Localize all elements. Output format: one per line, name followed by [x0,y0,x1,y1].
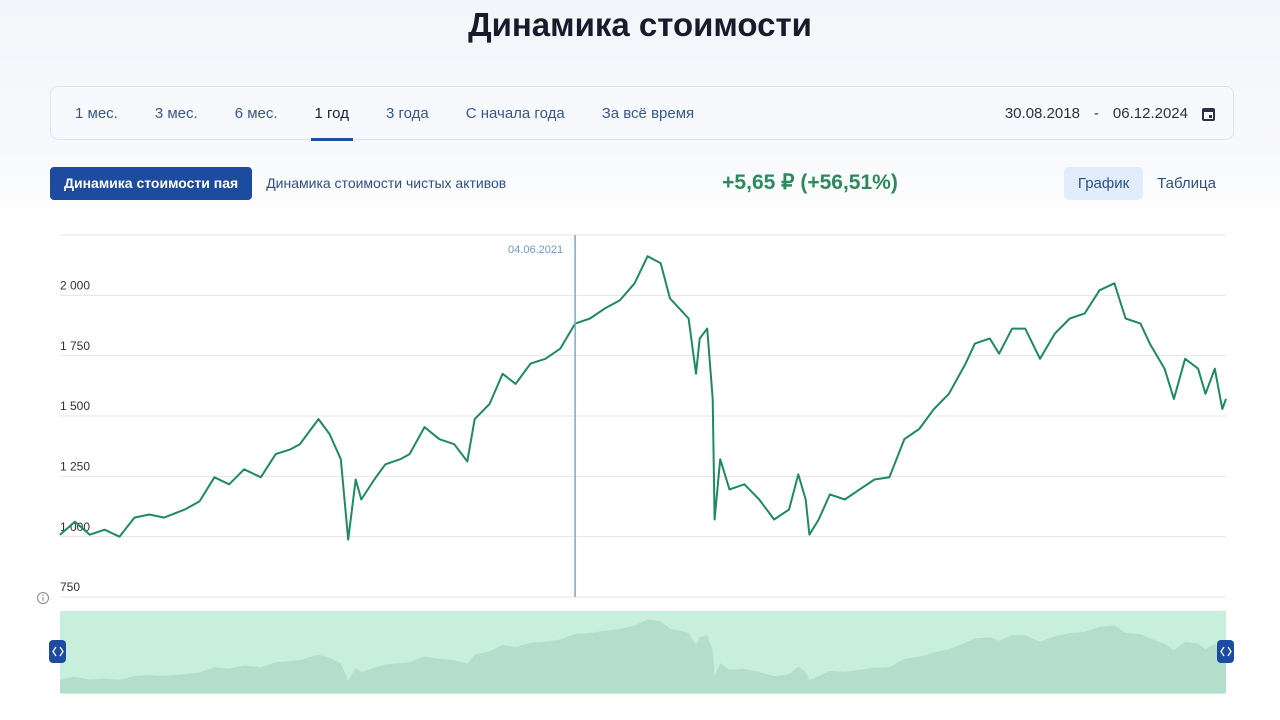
period-tab[interactable]: 3 года [385,105,429,122]
metric-tab[interactable]: Динамика стоимости чистых активов [266,175,507,191]
y-tick-label: 2 000 [60,279,90,293]
crosshair-label: 04.06.2021 [508,244,563,256]
navigator-area [60,619,1226,693]
y-tick-label: 1 000 [60,520,90,534]
y-tick-label: 1 750 [60,339,90,353]
period-tab[interactable]: С начала года [465,105,565,122]
period-tab[interactable]: 1 год [310,87,354,141]
y-tick-label: 1 250 [60,460,90,474]
calendar-icon[interactable] [1202,107,1215,121]
metric-tabs: Динамика стоимости пая Динамика стоимости… [50,167,506,200]
period-tab[interactable]: 3 мес. [154,105,198,122]
view-tab[interactable]: График [1063,167,1144,200]
period-tab[interactable]: 6 мес. [234,105,278,122]
period-tabs: 1 мес. 3 мес. 6 мес. 1 год 3 года С начала го… [75,87,694,141]
date-separator: - [1093,105,1099,122]
metric-tab[interactable]: Динамика стоимости пая [50,167,253,200]
page-title: Динамика стоимости [468,6,812,43]
period-tab[interactable]: За всё время [601,105,695,122]
view-tab[interactable]: Таблица [1157,175,1216,192]
price-line [59,255,1227,541]
date-range[interactable]: 30.08.2018 - 06.12.2024 [1005,87,1215,141]
navigator-handle-right[interactable] [1217,640,1234,663]
view-tabs: График Таблица [1063,167,1230,200]
y-tick-label: 1 500 [60,399,90,413]
period-tab[interactable]: 1 мес. [75,105,118,122]
y-tick-label: 750 [60,580,80,594]
info-icon[interactable] [37,592,49,604]
date-to[interactable]: 06.12.2024 [1112,105,1188,122]
period-panel: 1 мес. 3 мес. 6 мес. 1 год 3 года С начала го… [50,86,1234,141]
navigator-handle-left[interactable] [49,640,66,663]
date-from[interactable]: 30.08.2018 [1004,105,1080,122]
change-value: +5,65 ₽ (+56,51%) [722,171,898,194]
